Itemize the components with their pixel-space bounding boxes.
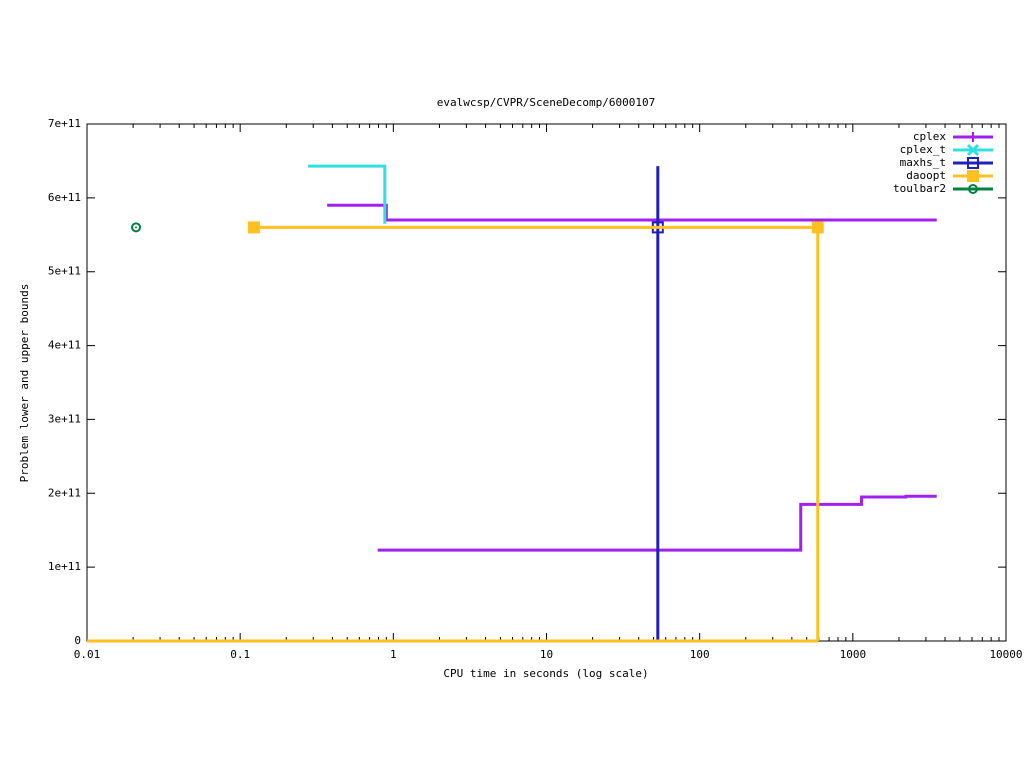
marker-dot: [135, 226, 138, 229]
marker: [811, 221, 824, 234]
marker: [966, 143, 980, 157]
series-line: [327, 203, 937, 552]
series-line: [307, 164, 387, 224]
y-tick-label: 7e+11: [48, 117, 81, 130]
y-tick-label: 3e+11: [48, 412, 81, 425]
legend-label: daoopt: [906, 169, 946, 182]
y-tick-label: 5e+11: [48, 265, 81, 278]
x-tick-label: 0.1: [230, 648, 250, 661]
x-tick-label: 100: [690, 648, 710, 661]
series-line: [87, 225, 820, 643]
y-tick-label: 1e+11: [48, 560, 81, 573]
marker: [968, 132, 978, 142]
marker: [968, 184, 978, 194]
plot-frame: [86, 123, 1007, 642]
legend-label: cplex: [913, 130, 946, 143]
marker: [967, 170, 979, 182]
legend-label: cplex_t: [900, 143, 946, 156]
y-tick-label: 2e+11: [48, 486, 81, 499]
legend-label: toulbar2: [893, 182, 946, 195]
marker-dot: [972, 188, 974, 190]
x-tick-label: 0.01: [74, 648, 101, 661]
marker: [247, 221, 260, 234]
legend-label: maxhs_t: [900, 156, 946, 169]
y-axis-label: Problem lower and upper bounds: [18, 284, 31, 483]
x-tick-label: 1: [390, 648, 397, 661]
marker: [131, 222, 142, 233]
x-tick-label: 10: [540, 648, 553, 661]
x-tick-label: 1000: [840, 648, 867, 661]
marker: [967, 157, 979, 169]
x-tick-label: 10000: [989, 648, 1022, 661]
y-tick-label: 6e+11: [48, 191, 81, 204]
y-tick-label: 0: [74, 634, 81, 647]
y-tick-label: 4e+11: [48, 339, 81, 352]
chart-title: evalwcsp/CVPR/SceneDecomp/6000107: [437, 96, 656, 109]
x-axis-label: CPU time in seconds (log scale): [443, 667, 648, 680]
